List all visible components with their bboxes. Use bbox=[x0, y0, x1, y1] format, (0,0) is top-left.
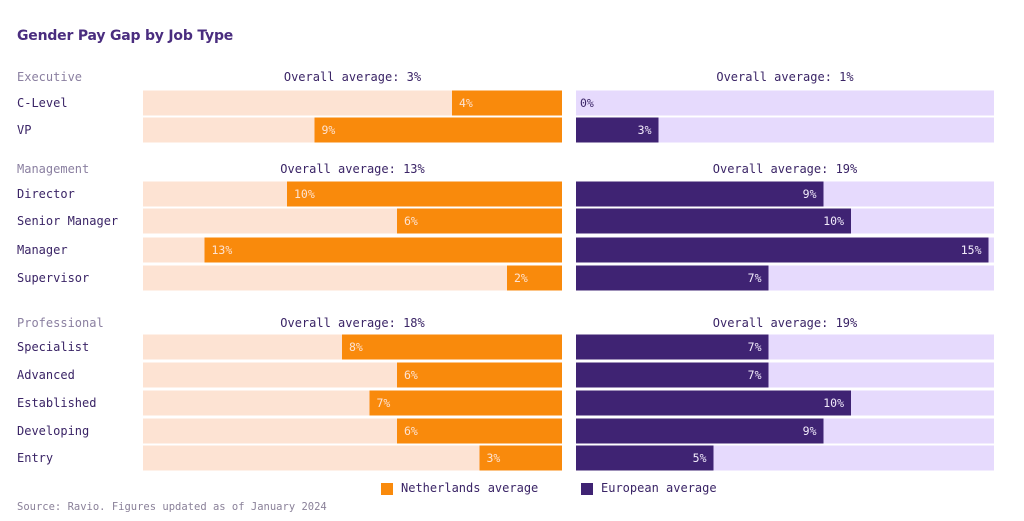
source-note: Source: Ravio. Figures updated as of Jan… bbox=[17, 501, 327, 513]
eu-value-label: 9% bbox=[803, 424, 817, 438]
nl-value-label: 6% bbox=[404, 424, 418, 438]
nl-value-label: 6% bbox=[404, 214, 418, 228]
row-label: C-Level bbox=[17, 96, 68, 110]
eu-overall-average: Overall average: 1% bbox=[716, 70, 854, 84]
eu-value-label: 7% bbox=[748, 340, 762, 354]
nl-bar bbox=[397, 362, 562, 388]
nl-value-label: 2% bbox=[514, 271, 528, 285]
eu-value-label: 10% bbox=[823, 214, 844, 228]
row-label: VP bbox=[17, 123, 31, 137]
row-label: Developing bbox=[17, 424, 89, 438]
nl-bar bbox=[369, 390, 562, 416]
eu-bar bbox=[576, 334, 769, 360]
eu-bar bbox=[576, 265, 769, 291]
nl-bar bbox=[397, 418, 562, 444]
nl-value-label: 6% bbox=[404, 368, 418, 382]
nl-bar bbox=[507, 265, 562, 291]
nl-overall-average: Overall average: 13% bbox=[280, 162, 425, 176]
eu-bar bbox=[576, 237, 989, 263]
group-label: Professional bbox=[17, 316, 104, 330]
eu-value-label: 9% bbox=[803, 187, 817, 201]
nl-bar bbox=[314, 117, 562, 143]
group-label: Executive bbox=[17, 70, 82, 84]
eu-overall-average: Overall average: 19% bbox=[713, 162, 858, 176]
group-label: Management bbox=[17, 162, 89, 176]
row-label: Supervisor bbox=[17, 271, 89, 285]
row-label: Manager bbox=[17, 243, 68, 257]
nl-value-label: 9% bbox=[322, 123, 336, 137]
eu-bar bbox=[576, 208, 851, 234]
nl-overall-average: Overall average: 3% bbox=[284, 70, 422, 84]
nl-bar bbox=[204, 237, 562, 263]
nl-value-label: 8% bbox=[349, 340, 363, 354]
nl-value-label: 4% bbox=[459, 96, 473, 110]
eu-value-label: 10% bbox=[823, 396, 844, 410]
eu-value-label: 3% bbox=[638, 123, 652, 137]
eu-bar bbox=[576, 445, 714, 471]
row-label: Advanced bbox=[17, 368, 75, 382]
nl-overall-average: Overall average: 18% bbox=[280, 316, 425, 330]
eu-value-label: 7% bbox=[748, 271, 762, 285]
nl-bar bbox=[397, 208, 562, 234]
row-label: Specialist bbox=[17, 340, 89, 354]
nl-bar bbox=[479, 445, 562, 471]
row-label: Established bbox=[17, 396, 96, 410]
row-label: Entry bbox=[17, 451, 53, 465]
nl-value-label: 13% bbox=[212, 243, 233, 257]
nl-bar bbox=[287, 181, 562, 207]
legend-netherlands-label: Netherlands average bbox=[401, 481, 539, 495]
legend-european-swatch bbox=[581, 483, 593, 495]
eu-bar bbox=[576, 117, 659, 143]
eu-overall-average: Overall average: 19% bbox=[713, 316, 858, 330]
nl-value-label: 3% bbox=[487, 451, 501, 465]
eu-value-label: 0% bbox=[580, 96, 594, 110]
nl-track bbox=[143, 265, 562, 291]
eu-value-label: 5% bbox=[693, 451, 707, 465]
nl-value-label: 7% bbox=[377, 396, 391, 410]
eu-value-label: 15% bbox=[961, 243, 982, 257]
eu-track bbox=[576, 90, 994, 116]
nl-bar bbox=[452, 90, 562, 116]
eu-bar bbox=[576, 362, 769, 388]
eu-value-label: 7% bbox=[748, 368, 762, 382]
legend-netherlands-swatch bbox=[381, 483, 393, 495]
legend-european-label: European average bbox=[601, 481, 717, 495]
nl-bar bbox=[342, 334, 562, 360]
eu-bar bbox=[576, 418, 824, 444]
row-label: Senior Manager bbox=[17, 214, 118, 228]
eu-bar bbox=[576, 181, 824, 207]
row-label: Director bbox=[17, 187, 75, 201]
eu-bar bbox=[576, 390, 851, 416]
nl-value-label: 10% bbox=[294, 187, 315, 201]
chart-title: Gender Pay Gap by Job Type bbox=[17, 28, 234, 44]
